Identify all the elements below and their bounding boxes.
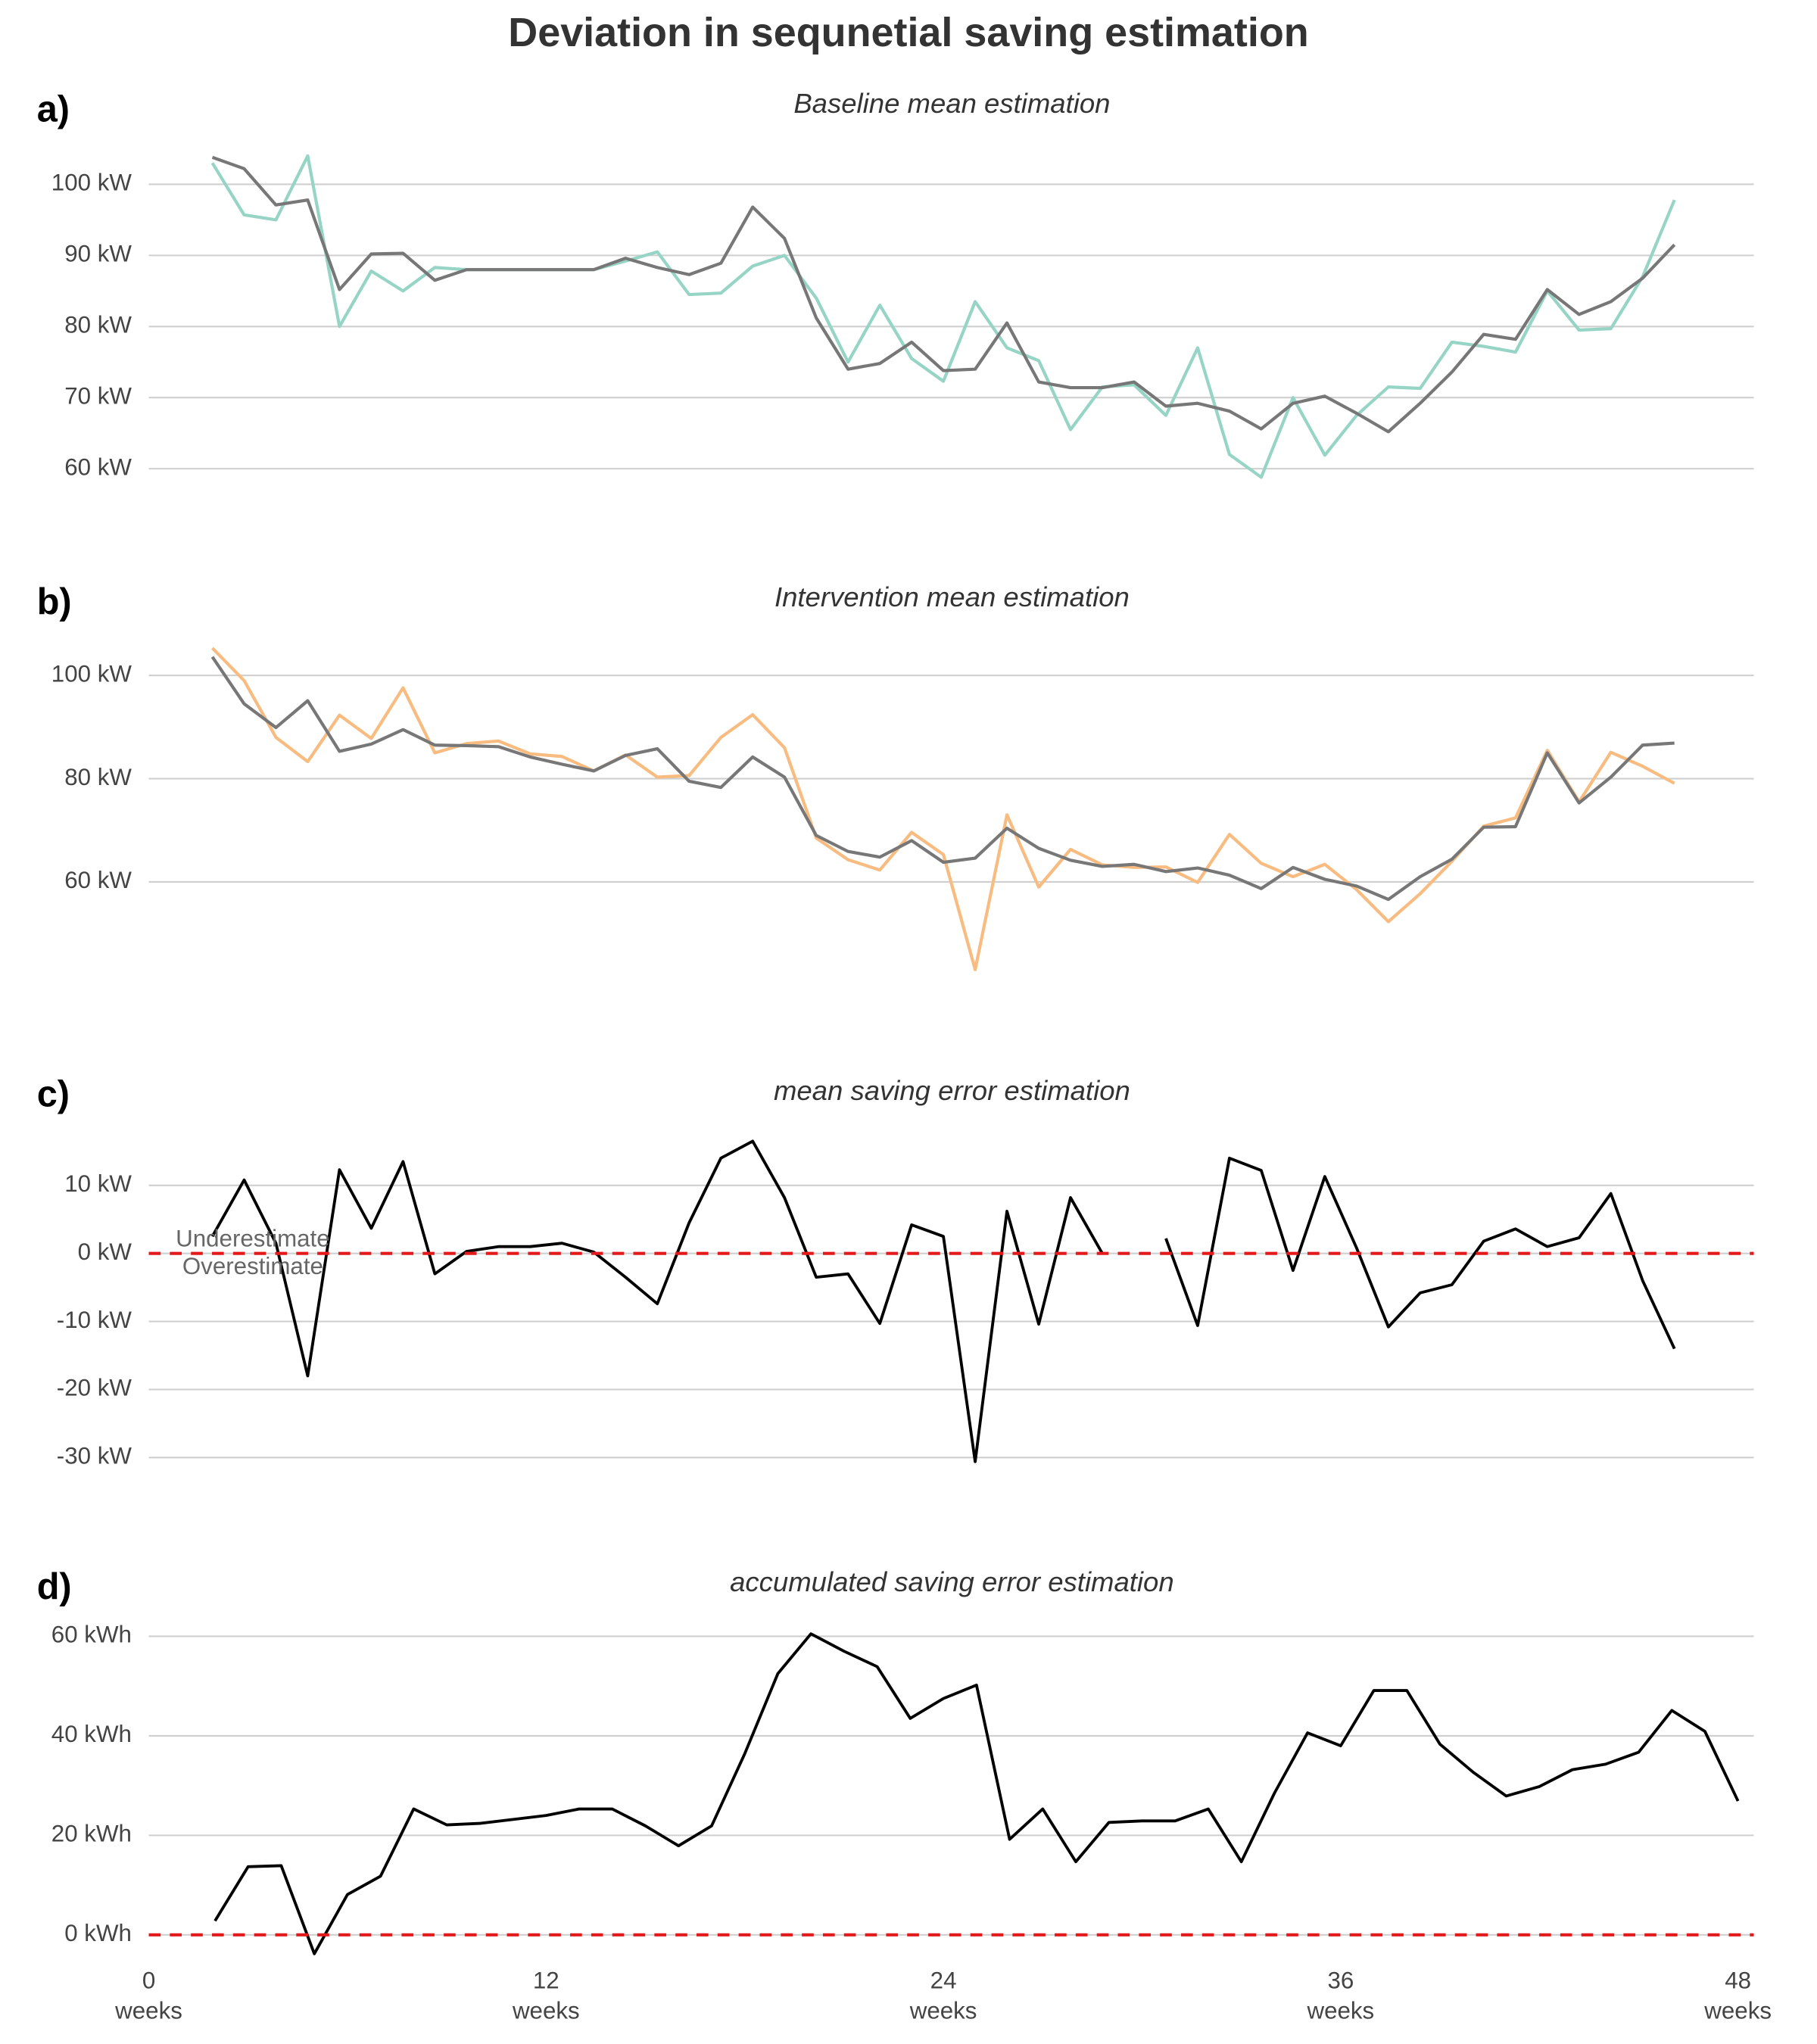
x-unit-label: weeks: [909, 1998, 977, 2024]
y-tick-label: 60 kW: [64, 453, 132, 480]
y-tick-label: 0 kW: [78, 1239, 132, 1265]
y-tick-label: -30 kW: [57, 1443, 132, 1469]
y-tick-label: 70 kW: [64, 382, 132, 409]
x-unit-label: weeks: [1307, 1998, 1375, 2024]
y-tick-label: 40 kWh: [51, 1721, 132, 1747]
x-tick-label: 48: [1725, 1968, 1751, 1994]
y-tick-label: 80 kW: [64, 312, 132, 338]
y-tick-label: -10 kW: [57, 1307, 132, 1333]
x-tick-label: 0: [142, 1968, 155, 1994]
subtitle: mean saving error estimation: [774, 1075, 1130, 1106]
y-tick-label: 10 kW: [64, 1170, 132, 1197]
series-line: [213, 1632, 1740, 1955]
y-tick-label: 20 kWh: [51, 1821, 132, 1847]
annotation: Overestimate: [182, 1253, 323, 1279]
y-tick-label: 60 kWh: [51, 1622, 132, 1648]
panel-label: c): [37, 1074, 70, 1115]
y-tick-label: 0 kWh: [64, 1920, 132, 1946]
y-tick-label: 90 kW: [64, 241, 132, 267]
series-line: [211, 155, 1676, 434]
annotation: Underestimate: [176, 1226, 330, 1252]
panel-label: a): [37, 89, 70, 130]
x-tick-label: 36: [1327, 1968, 1354, 1994]
x-tick-label: 12: [533, 1968, 559, 1994]
y-tick-label: -20 kW: [57, 1375, 132, 1401]
series-line: [210, 647, 1675, 971]
chart-title: Deviation in sequnetial saving estimatio…: [508, 10, 1308, 55]
y-tick-label: 100 kW: [51, 170, 132, 196]
subtitle: accumulated saving error estimation: [730, 1566, 1174, 1597]
panel-label: d): [37, 1566, 72, 1607]
y-tick-label: 100 kW: [51, 660, 132, 687]
series-line: [210, 1139, 1676, 1463]
panel-label: b): [37, 581, 72, 622]
subtitle: Baseline mean estimation: [793, 88, 1110, 119]
x-unit-label: weeks: [114, 1998, 182, 2024]
subtitle: Intervention mean estimation: [774, 581, 1130, 612]
x-unit-label: weeks: [1703, 1998, 1772, 2024]
x-tick-label: 24: [930, 1968, 957, 1994]
x-unit-label: weeks: [512, 1998, 580, 2024]
y-tick-label: 60 kW: [64, 867, 132, 893]
series-line: [210, 154, 1676, 479]
series-line: [210, 656, 1675, 902]
y-tick-label: 80 kW: [64, 764, 132, 790]
